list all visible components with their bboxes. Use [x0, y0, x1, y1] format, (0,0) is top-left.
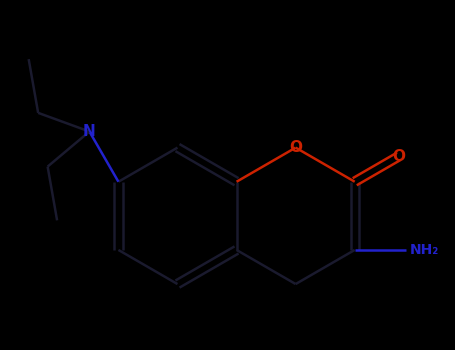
Text: NH₂: NH₂	[410, 243, 439, 257]
Text: N: N	[83, 124, 96, 139]
Text: O: O	[289, 140, 302, 155]
Text: O: O	[393, 149, 405, 164]
